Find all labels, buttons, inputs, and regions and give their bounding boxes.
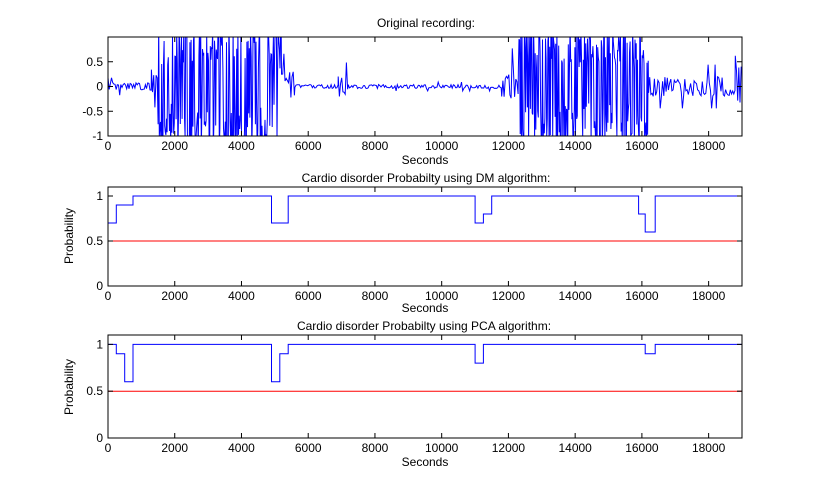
x-tick-label: 0 [105, 139, 112, 153]
y-tick-labels: 00.51 [86, 189, 103, 293]
x-tick-label: 0 [105, 289, 112, 303]
y-tick-label: 0 [96, 431, 103, 445]
chart-title: Cardio disorder Probabilty using PCA alg… [297, 319, 551, 333]
x-tick-label: 2000 [161, 139, 188, 153]
series-line-probability [108, 343, 742, 383]
x-tick-labels: 0 2000 4000 6000 8000 10000 12000 14000 16000 180… [105, 441, 726, 455]
x-tick-label: 6000 [295, 139, 322, 153]
tick-marks [107, 37, 742, 137]
x-tick-label: 0 [105, 441, 112, 455]
x-tick-label: 6000 [295, 441, 322, 455]
x-tick-label: 10000 [425, 289, 459, 303]
y-tick-label: 0 [96, 279, 103, 293]
series-line-probability [108, 195, 742, 233]
x-tick-label: 6000 [295, 289, 322, 303]
x-tick-label: 8000 [362, 289, 389, 303]
x-tick-label: 4000 [228, 441, 255, 455]
y-tick-label: -0.5 [82, 104, 103, 118]
x-tick-label: 12000 [492, 289, 526, 303]
x-tick-label: 14000 [558, 139, 592, 153]
y-axis-label: Probability [62, 359, 76, 415]
y-tick-labels: 00.51 [86, 337, 103, 445]
y-tick-label: 0.5 [86, 234, 103, 248]
y-tick-label: 0.5 [86, 55, 103, 69]
chart-title: Cardio disorder Probabilty using DM algo… [302, 171, 551, 185]
tick-marks [107, 187, 742, 287]
x-tick-label: 10000 [425, 441, 459, 455]
tick-marks [107, 335, 742, 439]
x-tick-label: 18000 [692, 441, 726, 455]
x-tick-label: 2000 [161, 289, 188, 303]
x-tick-label: 8000 [362, 441, 389, 455]
x-tick-labels: 0 2000 4000 6000 8000 10000 12000 14000 16000 180… [105, 139, 726, 153]
panel-dm-algorithm: Cardio disorder Probabilty using DM algo… [62, 171, 743, 315]
plot-frame [107, 334, 743, 439]
panel-pca-algorithm: Cardio disorder Probabilty using PCA alg… [62, 319, 743, 469]
waveform-line [108, 37, 742, 136]
plot-frame [107, 186, 743, 287]
chart-title: Original recording: [377, 16, 475, 30]
x-tick-label: 2000 [161, 441, 188, 455]
y-axis-label: Probability [62, 208, 76, 264]
x-tick-label: 16000 [625, 441, 659, 455]
x-tick-label: 16000 [625, 139, 659, 153]
x-tick-label: 14000 [558, 289, 592, 303]
x-axis-label: Seconds [402, 455, 449, 469]
plot-data [108, 37, 742, 136]
x-tick-label: 8000 [362, 139, 389, 153]
x-tick-label: 12000 [492, 139, 526, 153]
y-tick-label: 0.5 [86, 384, 103, 398]
x-tick-label: 12000 [492, 441, 526, 455]
x-tick-label: 18000 [692, 289, 726, 303]
x-tick-label: 18000 [692, 139, 726, 153]
x-tick-label: 14000 [558, 441, 592, 455]
x-tick-label: 4000 [228, 139, 255, 153]
y-tick-labels: -1 -0.5 0 0.5 [82, 55, 103, 143]
plot-data [108, 343, 742, 392]
x-tick-label: 4000 [228, 289, 255, 303]
y-tick-label: 0 [96, 80, 103, 94]
x-tick-labels: 0 2000 4000 6000 8000 10000 12000 14000 16000 180… [105, 289, 726, 303]
y-tick-label: 1 [96, 337, 103, 351]
plot-data [108, 195, 742, 242]
x-axis-label: Seconds [402, 301, 449, 315]
y-tick-label: -1 [92, 129, 103, 143]
x-tick-label: 10000 [425, 139, 459, 153]
x-tick-label: 16000 [625, 289, 659, 303]
panel-original-recording: Original recording: 0 2000 4000 6000 8000 100… [82, 16, 743, 167]
y-tick-label: 1 [96, 189, 103, 203]
x-axis-label: Seconds [402, 153, 449, 167]
